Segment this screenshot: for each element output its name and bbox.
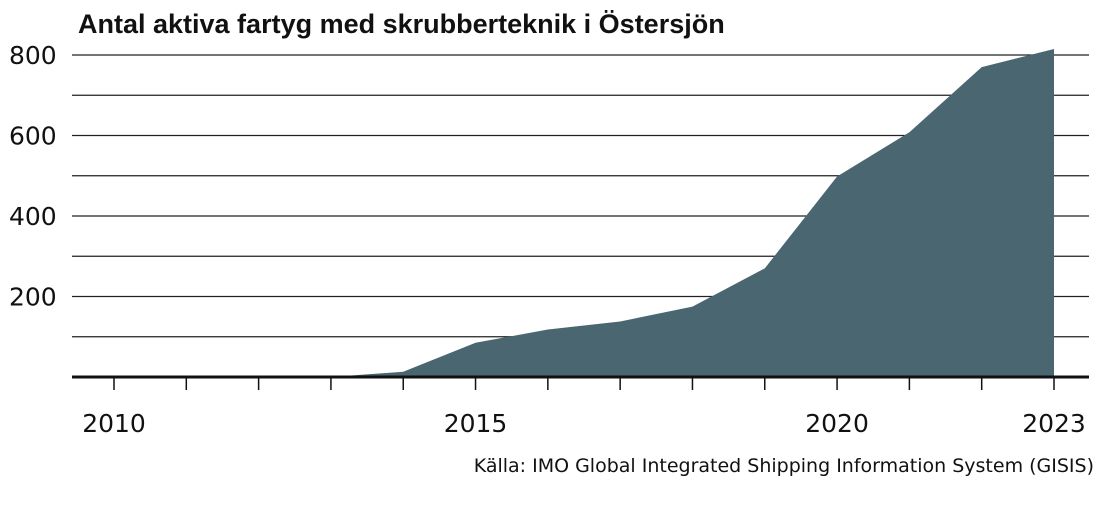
area-series: [114, 48, 1054, 378]
y-axis-tick-labels: 200 400 600 800: [9, 41, 57, 312]
chart-title: Antal aktiva fartyg med skrubberteknik i…: [78, 9, 725, 39]
x-tick-label: 2020: [805, 409, 869, 438]
y-tick-label: 600: [9, 122, 57, 151]
source-note: Källa: IMO Global Integrated Shipping In…: [474, 455, 1094, 477]
gridlines: [72, 54, 1089, 338]
y-tick-label: 800: [9, 41, 57, 70]
y-tick-label: 200: [9, 283, 57, 312]
x-tick-label: 2010: [82, 409, 146, 438]
x-axis-ticks: [113, 377, 1055, 390]
x-tick-label: 2015: [444, 409, 508, 438]
x-tick-label: 2023: [1022, 409, 1086, 438]
y-tick-label: 400: [9, 202, 57, 231]
x-axis-tick-labels: 2010 2015 2020 2023: [82, 409, 1086, 438]
